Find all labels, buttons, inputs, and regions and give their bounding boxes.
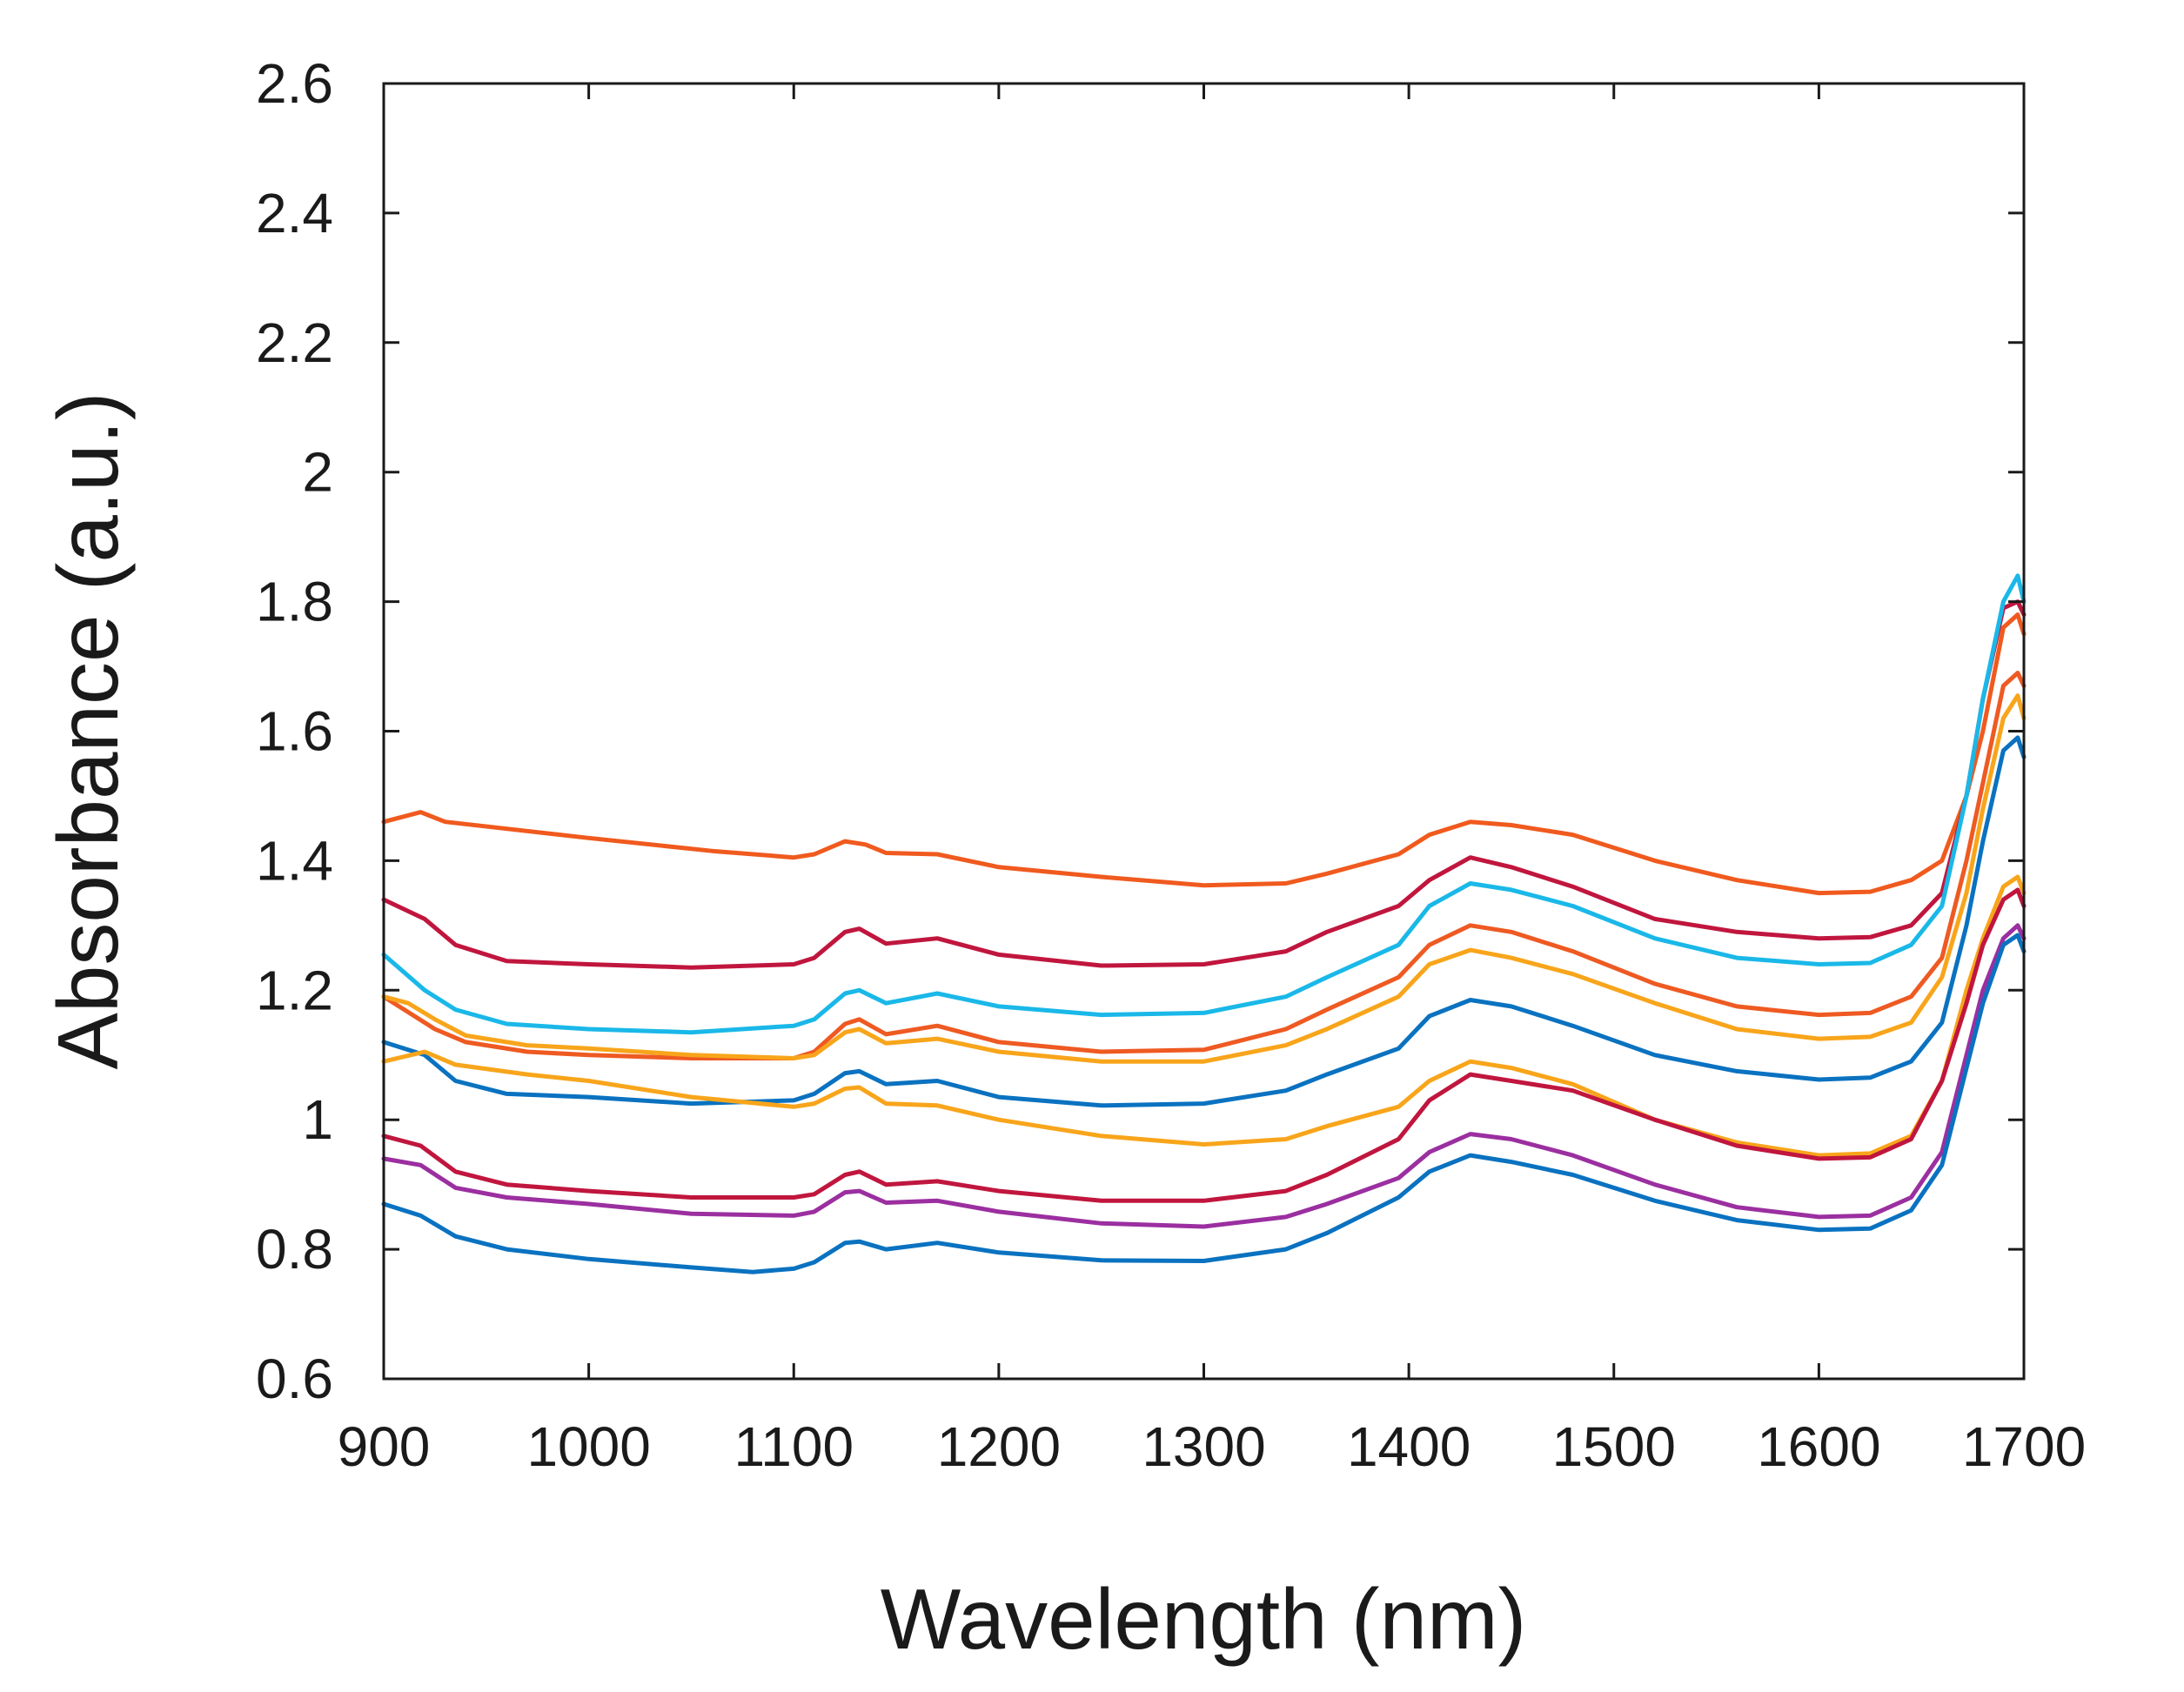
x-tick-label: 900 — [338, 1415, 431, 1478]
series-line-sample-1 — [381, 612, 2027, 896]
y-tick-label: 2.4 — [256, 182, 333, 244]
x-tick-label: 1600 — [1757, 1415, 1880, 1478]
series-line-sample-4 — [381, 671, 2027, 1060]
x-axis-title: Wavelength (nm) — [881, 1571, 1527, 1667]
y-tick-label: 2.6 — [256, 52, 333, 115]
x-tick-label: 1500 — [1552, 1415, 1676, 1478]
x-tick-label: 1300 — [1142, 1415, 1265, 1478]
series-line-sample-2 — [381, 599, 2027, 970]
series-line-sample-6 — [381, 735, 2027, 1108]
y-axis-title: Absorbance (a.u.) — [40, 392, 136, 1070]
x-tick-label: 1100 — [734, 1415, 854, 1478]
y-tick-label: 2 — [302, 441, 333, 504]
y-axis: 0.6 0.8 1 1.2 1.4 1.6 1.8 2 2.2 2.4 2.6 — [256, 52, 2024, 1410]
series-line-sample-3 — [381, 573, 2027, 1035]
x-axis: 900 1000 1100 1200 1300 1400 1500 1600 1700 — [338, 84, 2086, 1478]
x-tick-label: 1400 — [1347, 1415, 1471, 1478]
y-tick-label: 1.2 — [256, 959, 333, 1021]
y-tick-label: 1 — [302, 1088, 333, 1151]
y-tick-label: 2.2 — [256, 311, 333, 374]
series-line-sample-10 — [381, 933, 2027, 1274]
y-tick-label: 1.8 — [256, 571, 333, 633]
series-line-sample-5 — [381, 693, 2027, 1064]
y-tick-label: 0.8 — [256, 1218, 333, 1281]
y-tick-label: 1.6 — [256, 700, 333, 763]
series-lines — [381, 573, 2027, 1274]
plot-frame — [382, 82, 2026, 1381]
x-tick-label: 1200 — [937, 1415, 1061, 1478]
y-tick-label: 1.4 — [256, 829, 333, 892]
series-line-sample-9 — [381, 923, 2027, 1229]
series-line-sample-7 — [381, 874, 2027, 1158]
x-tick-label: 1000 — [526, 1415, 650, 1478]
x-tick-label: 1700 — [1962, 1415, 2086, 1478]
series-line-sample-8 — [381, 887, 2027, 1203]
y-tick-label: 0.6 — [256, 1348, 333, 1410]
